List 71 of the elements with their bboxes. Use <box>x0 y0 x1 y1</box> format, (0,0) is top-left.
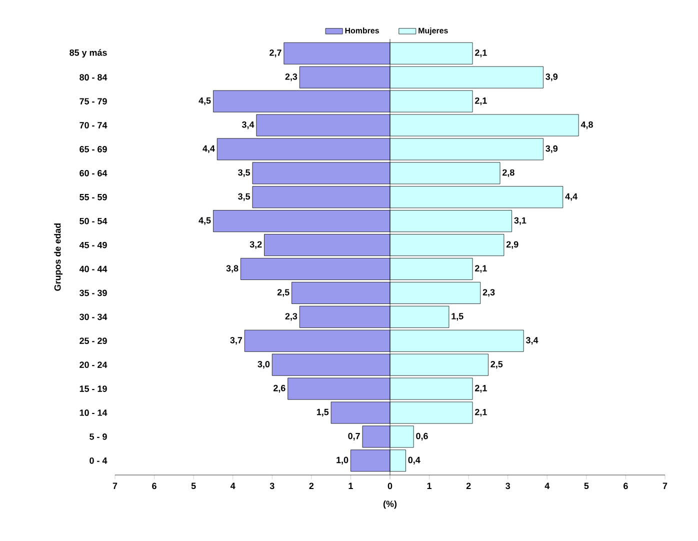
data-label: 2,1 <box>475 265 487 273</box>
y-tick-label: 25 - 29 <box>80 338 107 344</box>
data-label: 2,9 <box>506 241 518 249</box>
y-tick-label: 45 - 49 <box>79 242 107 248</box>
data-label: 0,4 <box>408 456 420 464</box>
data-label: 3,8 <box>226 265 238 273</box>
x-tick-label: 4 <box>230 482 236 489</box>
data-label: 3,9 <box>546 145 558 154</box>
y-tick-label: 15 - 19 <box>80 386 107 392</box>
y-tick-label: 0 - 4 <box>90 457 108 464</box>
data-label: 1,5 <box>316 408 329 416</box>
x-tick-label: 1 <box>427 482 432 489</box>
data-label: 2,5 <box>490 360 503 369</box>
y-axis-title: Grupos de edad <box>54 223 62 291</box>
x-tick-label: 2 <box>466 482 471 490</box>
data-label: 3,1 <box>514 217 526 225</box>
x-tick-label: 7 <box>662 482 668 489</box>
data-label: 2,1 <box>475 50 487 58</box>
data-label: 2,7 <box>270 50 282 58</box>
x-tick-label: 4 <box>544 482 550 489</box>
data-label: 3,4 <box>526 337 538 345</box>
data-label: 4,8 <box>580 121 593 130</box>
x-tick-label: 1 <box>348 482 353 489</box>
x-tick-label: 7 <box>112 482 118 489</box>
data-label: 2,8 <box>502 169 514 177</box>
x-tick-label: 5 <box>191 482 196 490</box>
data-label: 1,5 <box>452 313 464 321</box>
data-label: 4,5 <box>198 98 211 106</box>
y-tick-label: 80 - 84 <box>80 74 108 81</box>
y-tick-label: 75 - 79 <box>80 98 107 104</box>
y-tick-label: 5 - 9 <box>90 433 107 440</box>
y-tick-label: 70 - 74 <box>80 122 108 128</box>
data-label: 3,0 <box>258 360 270 369</box>
y-tick-label: 30 - 34 <box>80 314 108 320</box>
x-tick-label: 3 <box>270 482 274 490</box>
data-label: 3,9 <box>546 74 558 82</box>
x-tick-label: 6 <box>624 482 628 490</box>
x-tick-label: 2 <box>309 482 314 490</box>
y-tick-label: 40 - 44 <box>79 266 108 272</box>
y-tick-label: 50 - 54 <box>80 218 108 224</box>
data-label: 2,5 <box>277 289 290 297</box>
data-label: 2,3 <box>285 74 298 82</box>
data-label: 3,7 <box>230 337 242 345</box>
data-label: 2,1 <box>475 384 487 393</box>
data-label: 4,4 <box>565 193 578 201</box>
data-label: 4,5 <box>198 217 211 225</box>
data-label: 2,1 <box>475 408 487 417</box>
data-label: 3,4 <box>242 121 254 130</box>
y-tick-label: 20 - 24 <box>80 362 108 368</box>
y-tick-label: 65 - 69 <box>80 146 107 152</box>
x-axis-title: (%) <box>383 500 397 509</box>
x-tick-label: 0 <box>388 482 392 490</box>
x-tick-label: 5 <box>584 482 589 490</box>
data-label: 1,0 <box>336 456 348 464</box>
data-label: 0,6 <box>416 432 428 441</box>
y-tick-label: 60 - 64 <box>80 170 108 176</box>
data-label: 2,6 <box>274 384 286 393</box>
data-label: 0,7 <box>348 432 360 441</box>
data-label: 2,3 <box>285 313 298 321</box>
y-tick-label: 55 - 59 <box>80 194 107 200</box>
data-label: 3,5 <box>238 193 250 201</box>
y-tick-label: 10 - 14 <box>80 410 108 416</box>
data-label: 2,3 <box>482 289 495 297</box>
x-tick-label: 3 <box>506 482 510 490</box>
x-tick-label: 6 <box>152 482 156 490</box>
data-label: 4,4 <box>202 145 215 153</box>
y-tick-label: 35 - 39 <box>80 290 107 296</box>
data-label: 3,5 <box>238 169 250 177</box>
data-label: 2,1 <box>475 97 487 106</box>
y-tick-label: 85 y más <box>70 49 107 58</box>
data-label: 3,2 <box>250 241 262 249</box>
